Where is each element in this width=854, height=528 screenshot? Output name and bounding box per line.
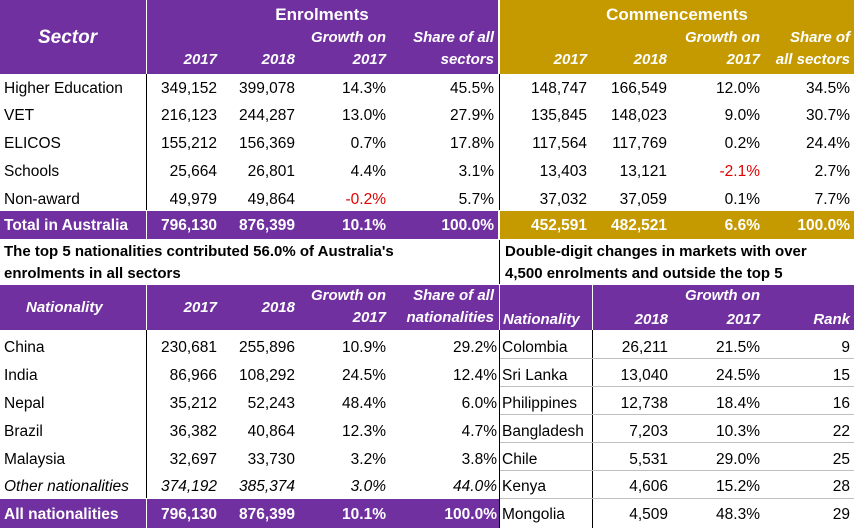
comm-col-share: Share of bbox=[789, 29, 850, 46]
market-col-rank: Rank bbox=[813, 311, 850, 328]
all-nat-growth: 10.1% bbox=[342, 506, 386, 523]
enrol-col-growth-year: 2017 bbox=[352, 51, 386, 68]
nationality-header: Nationality bbox=[26, 299, 103, 316]
total-commencements-band bbox=[500, 211, 854, 239]
total-e2018: 876,399 bbox=[238, 217, 295, 234]
total-eg: 10.1% bbox=[342, 217, 386, 234]
enrolments-title: Enrolments bbox=[275, 5, 369, 24]
comm-col-growth-year: 2017 bbox=[726, 51, 760, 68]
enrol-col-2018: 2018 bbox=[261, 51, 295, 68]
nat-col-growth: Growth on bbox=[311, 287, 386, 304]
comm-col-share-sub: all sectors bbox=[775, 51, 850, 68]
market-col-growth-year: 2017 bbox=[726, 311, 760, 328]
enrol-col-growth: Growth on bbox=[311, 29, 386, 46]
total-label: Total in Australia bbox=[4, 217, 129, 234]
sector-header: Sector bbox=[38, 27, 98, 48]
total-cs: 100.0% bbox=[797, 217, 850, 234]
total-c2018: 482,521 bbox=[610, 217, 667, 234]
right-caption-line1: Double-digit changes in markets with ove… bbox=[505, 243, 807, 260]
left-caption-line2: enrolments in all sectors bbox=[4, 265, 181, 282]
all-nat-label: All nationalities bbox=[4, 506, 119, 523]
enrol-col-share-sub: sectors bbox=[440, 51, 494, 68]
enrol-col-2017: 2017 bbox=[183, 51, 217, 68]
total-es: 100.0% bbox=[441, 217, 494, 234]
nat-col-share: Share of all bbox=[413, 287, 494, 304]
total-c2017: 452,591 bbox=[530, 217, 587, 234]
comm-col-2017: 2017 bbox=[553, 51, 587, 68]
all-nat-2017: 796,130 bbox=[160, 506, 217, 523]
market-col-growth: Growth on bbox=[685, 287, 760, 304]
all-nationalities-row bbox=[0, 499, 499, 528]
nat-col-share-sub: nationalities bbox=[406, 309, 494, 326]
comm-col-2018: 2018 bbox=[633, 51, 667, 68]
total-australia-row bbox=[0, 211, 498, 239]
all-nat-share: 100.0% bbox=[444, 506, 497, 523]
nationality-header-band bbox=[0, 285, 854, 330]
market-nationality-header: Nationality bbox=[503, 311, 580, 328]
comm-col-growth: Growth on bbox=[685, 29, 760, 46]
all-nat-2018: 876,399 bbox=[238, 506, 295, 523]
total-e2017: 796,130 bbox=[160, 217, 217, 234]
nat-col-growth-year: 2017 bbox=[352, 309, 386, 326]
right-caption-line2: 4,500 enrolments and outside the top 5 bbox=[505, 265, 783, 282]
nat-col-2018: 2018 bbox=[261, 299, 295, 316]
total-cg: 6.6% bbox=[724, 217, 760, 234]
commencements-title: Commencements bbox=[606, 5, 748, 24]
left-caption-line1: The top 5 nationalities contributed 56.0… bbox=[4, 243, 394, 260]
market-col-2018: 2018 bbox=[634, 311, 668, 328]
nat-col-2017: 2017 bbox=[183, 299, 217, 316]
enrol-col-share: Share of all bbox=[413, 29, 494, 46]
commencements-header-band bbox=[500, 0, 854, 74]
enrolments-header-band bbox=[0, 0, 498, 74]
